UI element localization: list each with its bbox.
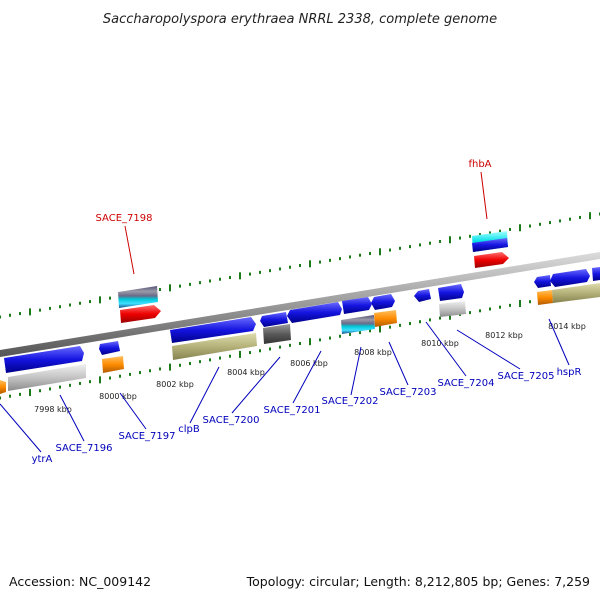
genome-backbone: [0, 252, 600, 357]
highlight-gene-label: fhbA: [468, 159, 491, 170]
gene-arrow: [263, 324, 291, 344]
gene-arrow: [170, 317, 256, 343]
gene-label: clpB: [178, 424, 200, 435]
gene-arrow: [0, 380, 6, 394]
gene-label: hspR: [557, 367, 582, 378]
leader-line: [350, 346, 362, 396]
gene-label: ytrA: [32, 454, 53, 465]
gene-arrow: [99, 341, 120, 355]
leader-line: [189, 366, 220, 424]
gene-arrow: [550, 269, 590, 287]
gene-arrow: [371, 294, 395, 310]
kbp-label: 8014 kbp: [548, 322, 586, 331]
leader-line: [425, 321, 467, 377]
kbp-label: 8012 kbp: [485, 331, 523, 340]
leader-line: [231, 356, 281, 414]
gene-arrow: [102, 356, 124, 373]
gene-arrow: [472, 238, 508, 252]
genome-summary-text: Topology: circular; Length: 8,212,805 bp…: [246, 574, 590, 589]
leader-line: [388, 341, 409, 386]
gene-label: SACE_7202: [322, 396, 379, 407]
leader-line: [480, 171, 488, 220]
gene-arrow: [8, 364, 86, 391]
backbone-bar: [0, 252, 600, 357]
accession-text: Accession: NC_009142: [9, 574, 151, 589]
kbp-label: 8002 kbp: [156, 380, 194, 389]
lower-track: [0, 267, 600, 394]
gene-arrow: [439, 301, 466, 317]
gene-arrow: [341, 315, 375, 334]
gene-arrow: [4, 346, 84, 373]
gene-label: SACE_7204: [438, 378, 495, 389]
kbp-labels: 7998 kbp 8000 kbp 8002 kbp 8004 kbp 8006 kbp…: [34, 322, 586, 414]
gene-labels: SACE_7198fhbAytrASACE_7196SACE_7197clpBS…: [32, 159, 582, 465]
leader-line: [456, 329, 521, 370]
gene-arrow: [438, 284, 464, 301]
highlight-gene-label: SACE_7198: [96, 213, 153, 224]
gene-arrow: [120, 305, 161, 323]
gene-arrow: [537, 290, 553, 305]
gene-label: SACE_7197: [119, 431, 176, 442]
gene-arrow: [172, 333, 257, 360]
leader-line: [59, 394, 85, 442]
gene-arrow: [474, 252, 509, 268]
leader-line: [0, 403, 42, 453]
gene-label: SACE_7203: [380, 387, 437, 398]
leader-line: [124, 225, 135, 275]
kbp-label: 8000 kbp: [99, 392, 137, 401]
gene-label: SACE_7205: [498, 371, 555, 382]
leader-line: [292, 350, 322, 404]
gene-arrow: [118, 286, 158, 308]
genome-title: Saccharopolyspora erythraea NRRL 2338, c…: [103, 12, 497, 27]
gene-arrow: [374, 310, 397, 327]
gene-label: SACE_7196: [56, 443, 113, 454]
gene-arrow: [287, 302, 342, 323]
upper-track: [118, 231, 509, 323]
gene-arrow: [342, 297, 372, 314]
leader-lines: [0, 171, 570, 453]
gene-arrow: [534, 275, 551, 288]
gene-arrow: [414, 289, 431, 302]
gene-arrow: [552, 283, 600, 303]
leader-line: [119, 392, 147, 430]
kbp-label: 8010 kbp: [421, 339, 459, 348]
kbp-label: 7998 kbp: [34, 405, 72, 414]
kbp-label: 8004 kbp: [227, 368, 265, 377]
gene-arrow: [260, 312, 288, 327]
kbp-label: 8006 kbp: [290, 359, 328, 368]
leader-line: [548, 318, 570, 366]
gene-label: SACE_7200: [203, 415, 260, 426]
gene-label: SACE_7201: [264, 405, 321, 416]
kbp-label: 8008 kbp: [354, 348, 392, 357]
gene-arrow: [592, 267, 600, 281]
